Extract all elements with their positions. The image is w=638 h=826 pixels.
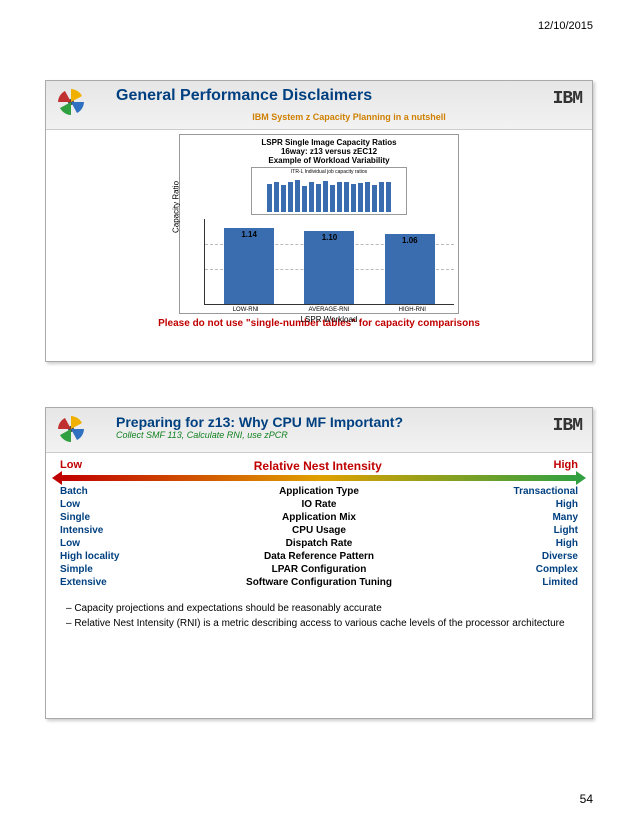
rni-row: High locality Data Reference Pattern Diver…	[60, 550, 578, 563]
slide-rni: IBM Preparing for z13: Why CPU MF Import…	[45, 407, 593, 719]
date-label: 12/10/2015	[538, 20, 593, 32]
main-bars: 1.14 1.10 1.06	[204, 219, 454, 305]
rni-row: Low Dispatch Rate High	[60, 537, 578, 550]
ibm-logo: IBM	[553, 416, 582, 436]
rni-center: IO Rate	[301, 499, 336, 510]
inset-bar	[372, 185, 377, 213]
rni-right: Limited	[488, 577, 578, 588]
rni-row: Low IO Rate High	[60, 498, 578, 511]
rni-right: High	[488, 538, 578, 549]
bar-value-label: 1.14	[224, 230, 274, 239]
inset-bar	[323, 181, 328, 212]
slide1-header: IBM General Performance Disclaimers IBM …	[46, 81, 592, 130]
rni-table: Low Relative Nest Intensity High Batch Ap…	[46, 453, 592, 595]
slide2-header: IBM Preparing for z13: Why CPU MF Import…	[46, 408, 592, 453]
inset-bar	[358, 183, 363, 212]
slide1-title: General Performance Disclaimers	[116, 87, 582, 105]
inset-bar	[309, 182, 314, 213]
rni-left: Batch	[60, 486, 150, 497]
rni-center: Application Type	[279, 486, 359, 497]
rni-left: Single	[60, 512, 150, 523]
rni-row: Intensive CPU Usage Light	[60, 524, 578, 537]
inset-bar	[281, 185, 286, 213]
rni-center: CPU Usage	[292, 525, 346, 536]
slide1-subtitle: IBM System z Capacity Planning in a nuts…	[252, 112, 446, 122]
inset-bar	[274, 182, 279, 213]
slide-disclaimers: IBM General Performance Disclaimers IBM …	[45, 80, 593, 362]
rni-row: Extensive Software Configuration Tuning Li…	[60, 576, 578, 589]
inset-bar	[365, 182, 370, 213]
bullet-item: – Capacity projections and expectations …	[66, 603, 572, 614]
rni-mid: Relative Nest Intensity	[254, 459, 382, 473]
bar: 1.10	[304, 231, 354, 304]
inset-bar	[316, 184, 321, 213]
rni-center: LPAR Configuration	[272, 564, 367, 575]
slide2-title: Preparing for z13: Why CPU MF Important?	[116, 414, 582, 430]
pinwheel-icon	[56, 414, 86, 444]
rni-left: Simple	[60, 564, 150, 575]
inset-bar	[379, 182, 384, 212]
chart-frame: LSPR Single Image Capacity Ratios 16way:…	[179, 134, 459, 314]
inset-title: ITR-L Individual job capacity ratios	[252, 169, 406, 175]
slide2-subtitle: Collect SMF 113, Calculate RNI, use zPCR	[116, 430, 582, 440]
rni-left: High locality	[60, 551, 150, 562]
bar-value-label: 1.06	[385, 236, 435, 245]
chart-title3: Example of Workload Variability	[204, 157, 454, 166]
rni-center: Dispatch Rate	[286, 538, 353, 549]
rni-row: Batch Application Type Transactional	[60, 485, 578, 498]
rni-left: Low	[60, 538, 150, 549]
rni-right: Transactional	[488, 486, 578, 497]
pinwheel-icon	[56, 87, 86, 117]
inset-bar	[288, 182, 293, 212]
bar-group: 1.06	[380, 234, 440, 305]
rni-left: Low	[60, 499, 150, 510]
bar: 1.06	[385, 234, 435, 305]
rni-right: Many	[488, 512, 578, 523]
bar: 1.14	[224, 228, 274, 304]
rni-center: Software Configuration Tuning	[246, 577, 392, 588]
bar-group: 1.10	[299, 231, 359, 304]
rni-left: Intensive	[60, 525, 150, 536]
page-number: 54	[580, 792, 593, 806]
bullets: – Capacity projections and expectations …	[46, 595, 592, 641]
rni-right: Complex	[488, 564, 578, 575]
bar-category-label: HIGH-RNI	[382, 307, 442, 313]
rni-low: Low	[60, 459, 82, 473]
page: 12/10/2015 54 IBM General Performance Di…	[0, 0, 638, 826]
bar-category-label: LOW-RNI	[216, 307, 276, 313]
bar-category-label: AVERAGE-RNI	[299, 307, 359, 313]
ibm-logo: IBM	[553, 89, 582, 109]
rni-center: Data Reference Pattern	[264, 551, 374, 562]
inset-bar	[344, 182, 349, 213]
rni-right: Light	[488, 525, 578, 536]
inset-bar	[330, 185, 335, 212]
rni-right: High	[488, 499, 578, 510]
inset-bar	[267, 184, 272, 213]
bar-value-label: 1.10	[304, 233, 354, 242]
rni-row: Simple LPAR Configuration Complex	[60, 563, 578, 576]
bullet-item: – Relative Nest Intensity (RNI) is a met…	[66, 618, 572, 629]
rni-header-row: Low Relative Nest Intensity High	[60, 459, 578, 473]
inset-bar	[351, 184, 356, 213]
rni-right: Diverse	[488, 551, 578, 562]
inset-bar	[386, 182, 391, 213]
inset-bar	[302, 186, 307, 213]
rni-arrow	[60, 475, 578, 481]
chart-xlabel: LSPR Workload	[204, 315, 454, 324]
rni-high: High	[554, 459, 578, 473]
chart-area: LSPR Single Image Capacity Ratios 16way:…	[46, 130, 592, 333]
bar-group: 1.14	[219, 228, 279, 304]
inset-bar	[337, 182, 342, 212]
chart-ylabel: Capacity Ratio	[172, 181, 181, 233]
inset-chart: ITR-L Individual job capacity ratios	[251, 167, 407, 215]
rni-row: Single Application Mix Many	[60, 511, 578, 524]
inset-bar	[295, 180, 300, 212]
rni-center: Application Mix	[282, 512, 356, 523]
rni-left: Extensive	[60, 577, 150, 588]
